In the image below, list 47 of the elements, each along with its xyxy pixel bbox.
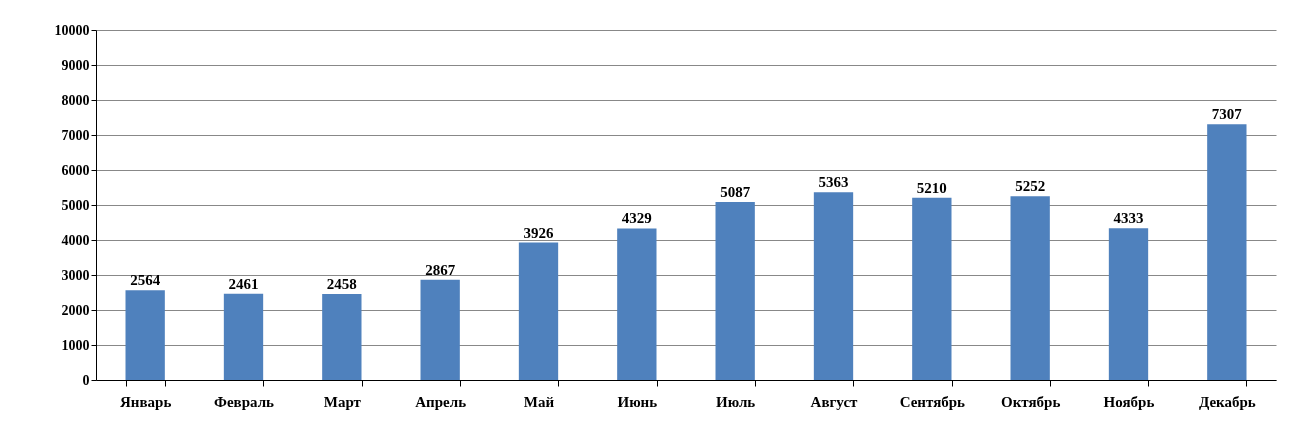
x-tick-label: Апрель — [415, 393, 467, 410]
data-label: 2867 — [425, 261, 456, 278]
x-tick-label: Октябрь — [1000, 393, 1061, 410]
bar — [322, 293, 362, 380]
x-tick-label: Ноябрь — [1103, 393, 1155, 410]
x-tick-label: Июнь — [617, 393, 658, 410]
bar — [1108, 228, 1149, 380]
x-tick-label: Июль — [716, 393, 756, 410]
data-label: 3926 — [523, 224, 554, 241]
y-tick-label: 6000 — [61, 162, 90, 178]
data-label: 2564 — [130, 272, 161, 289]
y-tick-label: 0 — [82, 372, 90, 388]
y-tick-label: 8000 — [61, 92, 90, 108]
x-tick-label: Сентябрь — [899, 393, 966, 410]
data-label: 4329 — [621, 210, 652, 227]
x-tick-label: Декабрь — [1198, 393, 1256, 410]
y-tick-label: 2000 — [61, 302, 90, 318]
bar — [912, 197, 952, 380]
data-label: 4333 — [1113, 210, 1144, 227]
y-tick-label: 1000 — [61, 337, 90, 353]
data-label: 5252 — [1015, 178, 1046, 195]
y-tick-label: 10000 — [54, 22, 90, 38]
bar — [125, 290, 165, 380]
x-tick-label: Март — [323, 393, 362, 410]
bar — [518, 242, 559, 380]
y-tick-label: 4000 — [61, 232, 90, 248]
data-label: 5087 — [720, 183, 751, 200]
data-label: 5363 — [818, 174, 849, 191]
x-tick-label: Май — [523, 393, 555, 410]
y-tick-label: 5000 — [61, 197, 90, 213]
y-tick-label: 3000 — [61, 267, 90, 283]
y-tick-label: 7000 — [61, 127, 90, 143]
data-label: 5210 — [916, 179, 947, 196]
x-tick-label: Август — [810, 393, 859, 410]
bar — [1207, 124, 1247, 380]
x-tick-label: Январь — [119, 393, 172, 410]
x-tick-label: Февраль — [214, 393, 275, 410]
data-label: 2458 — [326, 275, 357, 292]
bar — [617, 228, 657, 380]
y-tick-label: 9000 — [61, 57, 90, 73]
bar — [223, 293, 264, 380]
bar — [420, 279, 460, 380]
bar — [1010, 196, 1050, 380]
data-label: 2461 — [228, 275, 259, 292]
data-label: 7307 — [1211, 106, 1243, 123]
bar — [715, 201, 755, 380]
bar — [813, 192, 854, 380]
